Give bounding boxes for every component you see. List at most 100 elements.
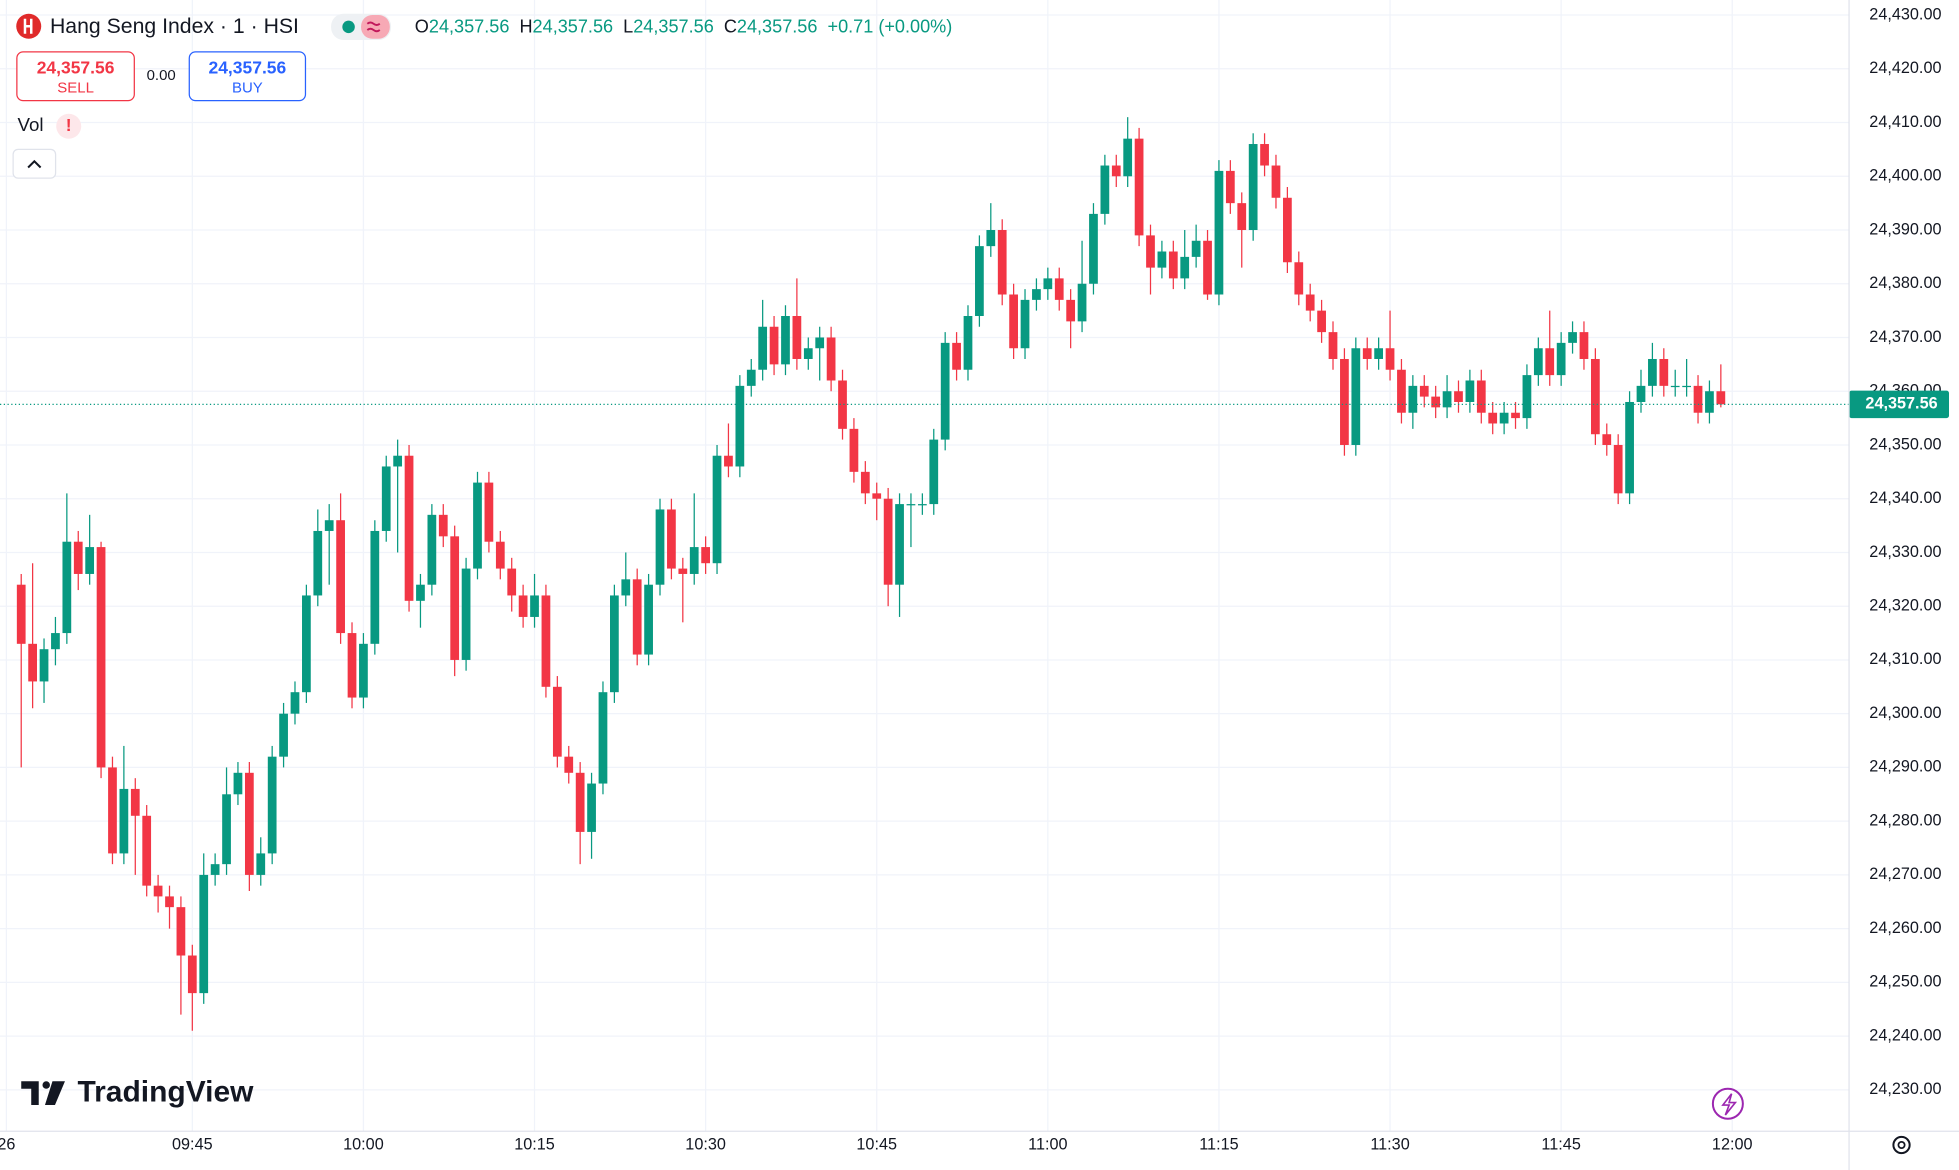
candle-body <box>724 455 733 467</box>
candle-body <box>610 595 619 693</box>
candle-body <box>1716 391 1726 405</box>
ohlc-key: C <box>724 16 737 36</box>
candle-body <box>997 230 1007 295</box>
candle-body <box>644 584 653 655</box>
candle-body <box>1020 299 1030 349</box>
grid <box>0 0 1850 1132</box>
candle-body <box>769 326 779 365</box>
candle-body <box>450 536 460 660</box>
candle-body <box>1602 434 1612 445</box>
candle-body <box>1305 294 1315 311</box>
spread: 0.00 <box>147 67 176 84</box>
sell-price: 24,357.56 <box>37 57 115 77</box>
y-tick-label: 24,330.00 <box>1869 543 1941 561</box>
candle-body <box>587 783 596 832</box>
sell-label: SELL <box>57 80 94 97</box>
candle-body <box>712 455 722 564</box>
candle-body <box>85 547 95 574</box>
candle-body <box>1511 412 1520 419</box>
candle-body <box>1134 138 1144 236</box>
candle-body <box>1317 310 1326 333</box>
candle-body <box>701 547 711 564</box>
collapse-icon <box>27 159 42 169</box>
replay-button[interactable] <box>1711 1087 1744 1120</box>
candle-body <box>1066 299 1076 322</box>
candle-body <box>632 579 642 655</box>
candle-body <box>1157 251 1167 268</box>
settings-button[interactable] <box>1892 1135 1911 1155</box>
candle-body <box>917 504 927 506</box>
trade-buttons: 24,357.56 SELL 0.00 24,357.56 BUY <box>16 51 307 102</box>
candle-body <box>1032 289 1041 300</box>
candle-body <box>883 498 893 585</box>
candle-body <box>142 815 152 886</box>
candle-body <box>1431 396 1441 408</box>
x-tick-label: 11:45 <box>1541 1135 1580 1153</box>
candle-body <box>176 907 186 956</box>
candle-body <box>838 380 847 429</box>
candle-body <box>1499 412 1509 424</box>
candle-body <box>244 772 254 875</box>
ohlc-key: O <box>415 16 429 36</box>
y-tick-label: 24,250.00 <box>1869 973 1941 991</box>
ohlc-key: L <box>623 16 633 36</box>
x-tick-label: 11:00 <box>1028 1135 1067 1153</box>
candle-body <box>792 315 802 359</box>
candle-body <box>1362 348 1372 359</box>
candle-body <box>153 885 163 897</box>
buy-button[interactable] <box>188 51 307 102</box>
candle-body <box>826 337 836 381</box>
candle-body <box>473 482 482 569</box>
ohlc-value: 24,357.56 <box>633 16 714 36</box>
candle-body <box>1556 342 1566 376</box>
candle-body <box>1636 385 1646 402</box>
candle-body <box>1180 256 1190 279</box>
candle-body <box>1294 262 1304 295</box>
x-tick-label: 10:00 <box>343 1135 384 1153</box>
candle-body <box>781 315 790 365</box>
candle-body <box>667 509 676 569</box>
candle-body <box>1533 348 1543 376</box>
candle-body <box>187 955 197 994</box>
candle-body <box>872 493 882 499</box>
candle-body <box>1237 203 1247 231</box>
candle-body <box>324 520 334 531</box>
candle-body <box>655 509 665 585</box>
candle-body <box>621 579 631 596</box>
candle-body <box>1613 444 1623 494</box>
indicator-alert-bg[interactable] <box>56 113 82 139</box>
candle-body <box>1590 358 1600 435</box>
last-price-tag <box>1849 390 1950 419</box>
candle-body <box>1625 401 1634 494</box>
candle-body <box>359 643 368 698</box>
candle-body <box>575 772 585 832</box>
watermark-logo <box>21 1081 65 1105</box>
y-tick-label: 24,390.00 <box>1869 220 1941 238</box>
delayed-icon <box>366 21 381 33</box>
candle-body <box>746 369 756 386</box>
candle-body <box>1089 213 1098 284</box>
indicator-name[interactable]: Vol <box>17 114 43 135</box>
candle-body <box>952 342 961 370</box>
candle-body <box>1283 197 1292 263</box>
change: +0.71 (+0.00%) <box>828 16 953 36</box>
candle-body <box>210 864 220 875</box>
symbol-title[interactable]: Hang Seng Index · 1 · HSI <box>50 14 299 38</box>
candle-body <box>62 541 72 634</box>
candle-body <box>1522 375 1532 419</box>
candle-body <box>370 530 380 644</box>
collapse-button[interactable] <box>12 148 57 179</box>
sell-button[interactable] <box>16 51 135 102</box>
buy-price: 24,357.56 <box>208 57 286 77</box>
candle-body <box>940 342 950 440</box>
candles <box>16 117 1726 1031</box>
last-price-label: 24,357.56 <box>1865 395 1937 413</box>
candle-body <box>598 692 608 784</box>
candle-body <box>39 649 49 682</box>
watermark-text: TradingView <box>77 1076 254 1109</box>
candle-body <box>541 595 551 687</box>
watermark-logo-dot <box>42 1081 50 1089</box>
candle-body <box>1271 165 1281 198</box>
candle-body <box>336 520 345 634</box>
candle-body <box>381 466 391 531</box>
